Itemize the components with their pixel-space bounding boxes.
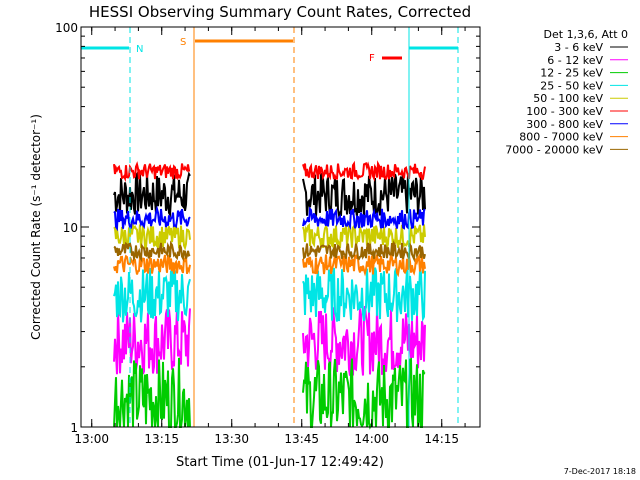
series-trace bbox=[113, 240, 191, 263]
saa-label: S bbox=[180, 37, 186, 48]
legend-label: 800 - 7000 keV bbox=[519, 131, 603, 144]
series-trace bbox=[302, 357, 426, 430]
x-axis-label: Start Time (01-Jun-17 12:49:42) bbox=[176, 455, 384, 470]
x-tick-label: 14:15 bbox=[424, 432, 459, 446]
series-trace bbox=[113, 205, 191, 232]
flare-label: F bbox=[369, 53, 375, 64]
series-trace bbox=[113, 161, 191, 183]
legend-label: 3 - 6 keV bbox=[554, 41, 603, 54]
legend-label: 7000 - 20000 keV bbox=[505, 143, 603, 156]
x-axis: 13:00 13:15 13:30 13:45 14:00 14:15 bbox=[74, 27, 466, 446]
series-trace bbox=[302, 267, 426, 323]
y-tick-label: 100 bbox=[55, 21, 78, 35]
series-trace bbox=[113, 267, 191, 323]
y-axis: 1 10 100 bbox=[55, 21, 480, 435]
series-trace bbox=[302, 253, 426, 278]
legend-label: 50 - 100 keV bbox=[533, 92, 603, 105]
series-trace bbox=[113, 308, 191, 375]
x-tick-label: 14:00 bbox=[354, 432, 389, 446]
series-trace bbox=[113, 171, 191, 219]
chart-title: HESSI Observing Summary Count Rates, Cor… bbox=[89, 3, 471, 21]
y-axis-label: Corrected Count Rate (s⁻¹ detector⁻¹) bbox=[29, 114, 43, 340]
footer-date: 7-Dec-2017 18:18 bbox=[564, 467, 636, 476]
series-trace bbox=[302, 206, 426, 230]
legend-label: 12 - 25 keV bbox=[540, 67, 603, 80]
series-trace bbox=[302, 173, 426, 219]
legend-label: 6 - 12 keV bbox=[547, 54, 603, 67]
series-trace bbox=[302, 160, 426, 182]
plot-area: N S F bbox=[81, 27, 459, 430]
x-tick-label: 13:15 bbox=[144, 432, 179, 446]
series-trace bbox=[302, 240, 426, 263]
night-label: N bbox=[136, 44, 143, 55]
x-tick-label: 13:45 bbox=[284, 432, 319, 446]
legend-label: 300 - 800 keV bbox=[526, 118, 603, 131]
x-tick-label: 13:00 bbox=[74, 432, 109, 446]
legend-title: Det 1,3,6, Att 0 bbox=[544, 28, 628, 41]
y-tick-label: 1 bbox=[70, 421, 78, 435]
series-trace bbox=[302, 220, 426, 249]
legend-label: 100 - 300 keV bbox=[526, 105, 603, 118]
legend-label: 25 - 50 keV bbox=[540, 79, 603, 92]
y-tick-label: 10 bbox=[63, 221, 78, 235]
series-trace bbox=[113, 253, 191, 275]
x-tick-label: 13:30 bbox=[214, 432, 249, 446]
